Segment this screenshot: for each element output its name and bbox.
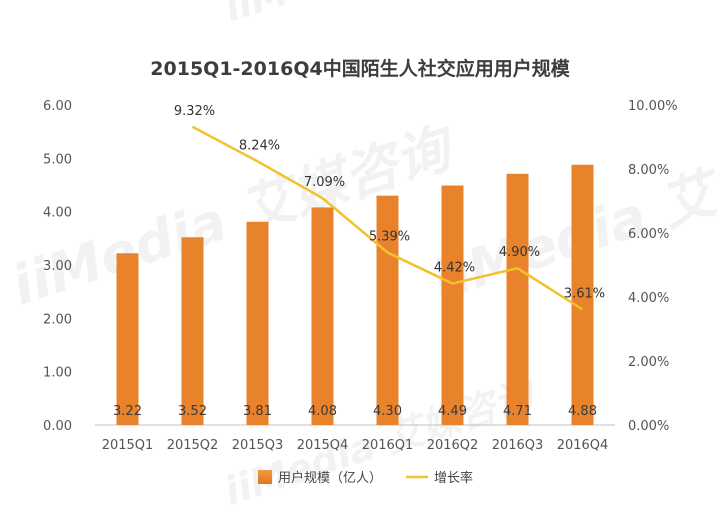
bar-2016Q3 [506, 173, 529, 425]
legend-bar-label: 用户规模（亿人） [278, 470, 382, 486]
line-value-label: 9.32% [174, 104, 215, 119]
bar-2015Q1 [116, 253, 139, 425]
y-right-tick-label: 6.00% [628, 227, 669, 242]
bar-2016Q1 [376, 195, 399, 425]
line-value-label: 7.09% [304, 175, 345, 190]
bar-value-label: 4.49 [438, 404, 467, 419]
x-tick-label: 2015Q3 [232, 438, 284, 453]
y-left-tick-label: 0.00 [43, 419, 72, 434]
x-tick-label: 2016Q2 [427, 438, 479, 453]
x-tick-label: 2015Q4 [297, 438, 349, 453]
y-left-tick-label: 5.00 [43, 152, 72, 167]
line-value-label: 8.24% [239, 138, 280, 153]
line-value-label: 5.39% [369, 230, 410, 245]
x-tick-label: 2016Q3 [492, 438, 544, 453]
legend-line-label: 增长率 [434, 470, 473, 486]
bar-2015Q3 [246, 221, 269, 425]
chart-title: 2015Q1-2016Q4中国陌生人社交应用用户规模 [150, 57, 570, 80]
bar-value-label: 4.71 [503, 404, 532, 419]
line-value-label: 3.61% [564, 286, 605, 301]
y-left-tick-label: 6.00 [43, 99, 72, 114]
legend-bar-swatch [258, 470, 272, 484]
y-left-tick-label: 2.00 [43, 312, 72, 327]
x-tick-label: 2015Q1 [102, 438, 154, 453]
x-tick-label: 2015Q2 [167, 438, 219, 453]
y-axis-right: 0.00% 2.00% 4.00% 6.00% 8.00% 10.00% [628, 99, 678, 434]
watermark-text-top: iiMedia 艾媒咨询 [219, 0, 543, 31]
bar-value-label: 4.08 [308, 404, 337, 419]
bar-value-label: 3.22 [113, 404, 142, 419]
y-right-tick-label: 0.00% [628, 419, 669, 434]
y-right-tick-label: 8.00% [628, 163, 669, 178]
bar-value-label: 4.88 [568, 404, 597, 419]
bar-series [116, 164, 594, 425]
bar-2016Q2 [441, 185, 464, 425]
line-value-labels: 9.32% 8.24% 7.09% 5.39% 4.42% 4.90% 3.61% [174, 104, 605, 302]
y-axis-left: 0.00 1.00 2.00 3.00 4.00 5.00 6.00 [43, 99, 72, 434]
line-value-label: 4.90% [499, 245, 540, 260]
bar-value-labels: 3.22 3.52 3.81 4.08 4.30 4.49 4.71 4.88 [113, 404, 597, 419]
x-tick-label: 2016Q1 [362, 438, 414, 453]
bar-value-label: 4.30 [373, 404, 402, 419]
bar-value-label: 3.52 [178, 404, 207, 419]
x-tick-label: 2016Q4 [557, 438, 609, 453]
y-right-tick-label: 2.00% [628, 355, 669, 370]
y-left-tick-label: 1.00 [43, 366, 72, 381]
y-right-tick-label: 10.00% [628, 99, 678, 114]
bar-2015Q4 [311, 207, 334, 425]
growth-rate-line [191, 125, 584, 311]
bar-value-label: 3.81 [243, 404, 272, 419]
legend: 用户规模（亿人） 增长率 [258, 470, 473, 486]
bar-2016Q4 [571, 164, 594, 425]
line-value-label: 4.42% [434, 261, 475, 276]
line-series [191, 125, 584, 311]
y-right-tick-label: 4.00% [628, 291, 669, 306]
y-left-tick-label: 3.00 [43, 259, 72, 274]
y-left-tick-label: 4.00 [43, 206, 72, 221]
bar-2015Q2 [181, 237, 204, 425]
x-axis: 2015Q1 2015Q2 2015Q3 2015Q4 2016Q1 2016Q2 2016… [102, 438, 609, 453]
